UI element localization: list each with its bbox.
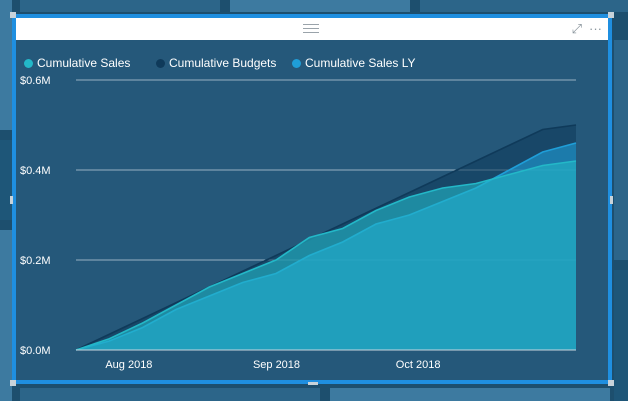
canvas-tile [614, 40, 628, 260]
series-line [75, 124, 577, 351]
resize-handle-top-right[interactable] [608, 12, 614, 18]
series-area [76, 161, 576, 350]
resize-handle-bottom[interactable] [308, 382, 318, 385]
x-tick-label: Aug 2018 [105, 359, 152, 371]
x-tick-label: Sep 2018 [253, 359, 300, 371]
visual-header: ⤢ ··· [16, 18, 608, 40]
y-tick-label: $0.0M [20, 345, 51, 357]
canvas-tile [0, 0, 12, 130]
resize-handle-right[interactable] [610, 196, 613, 204]
legend-item[interactable]: Cumulative Sales [24, 56, 130, 70]
y-tick-label: $0.4M [20, 165, 51, 177]
canvas-tile [0, 140, 12, 220]
canvas-tile [614, 270, 628, 401]
legend-label: Cumulative Sales LY [305, 56, 416, 70]
series-line [75, 160, 577, 351]
resize-handle-left[interactable] [10, 196, 13, 204]
legend-label: Cumulative Sales [37, 56, 131, 70]
drag-handle-icon[interactable] [303, 24, 319, 34]
legend-dot-icon [292, 58, 301, 68]
canvas-tile [330, 388, 610, 401]
y-tick-label: $0.6M [20, 75, 51, 87]
canvas-tile [230, 0, 410, 12]
legend-item[interactable]: Cumulative Budgets [156, 56, 276, 70]
resize-handle-bottom-left[interactable] [10, 380, 16, 386]
more-options-icon[interactable]: ··· [589, 21, 602, 36]
chart-visual[interactable]: ⤢ ··· Cumulative Sales Cumulative Budgets… [12, 14, 612, 384]
legend-dot-icon [156, 58, 165, 68]
canvas-tile [20, 388, 320, 401]
resize-handle-bottom-right[interactable] [608, 380, 614, 386]
y-tick-label: $0.2M [20, 255, 51, 267]
canvas-tile [20, 0, 220, 12]
legend-label: Cumulative Budgets [169, 56, 277, 70]
line-area-chart: $0.0M $0.2M $0.4M $0.6M Aug 2018 Sep 2018 Oct … [20, 75, 577, 371]
x-tick-label: Oct 2018 [396, 359, 441, 371]
focus-mode-icon[interactable]: ⤢ [571, 21, 582, 36]
resize-handle-top-left[interactable] [10, 12, 16, 18]
legend-item[interactable]: Cumulative Sales LY [292, 56, 416, 70]
canvas-tile [0, 230, 12, 401]
canvas-tile [420, 0, 628, 12]
legend-dot-icon [24, 58, 33, 68]
